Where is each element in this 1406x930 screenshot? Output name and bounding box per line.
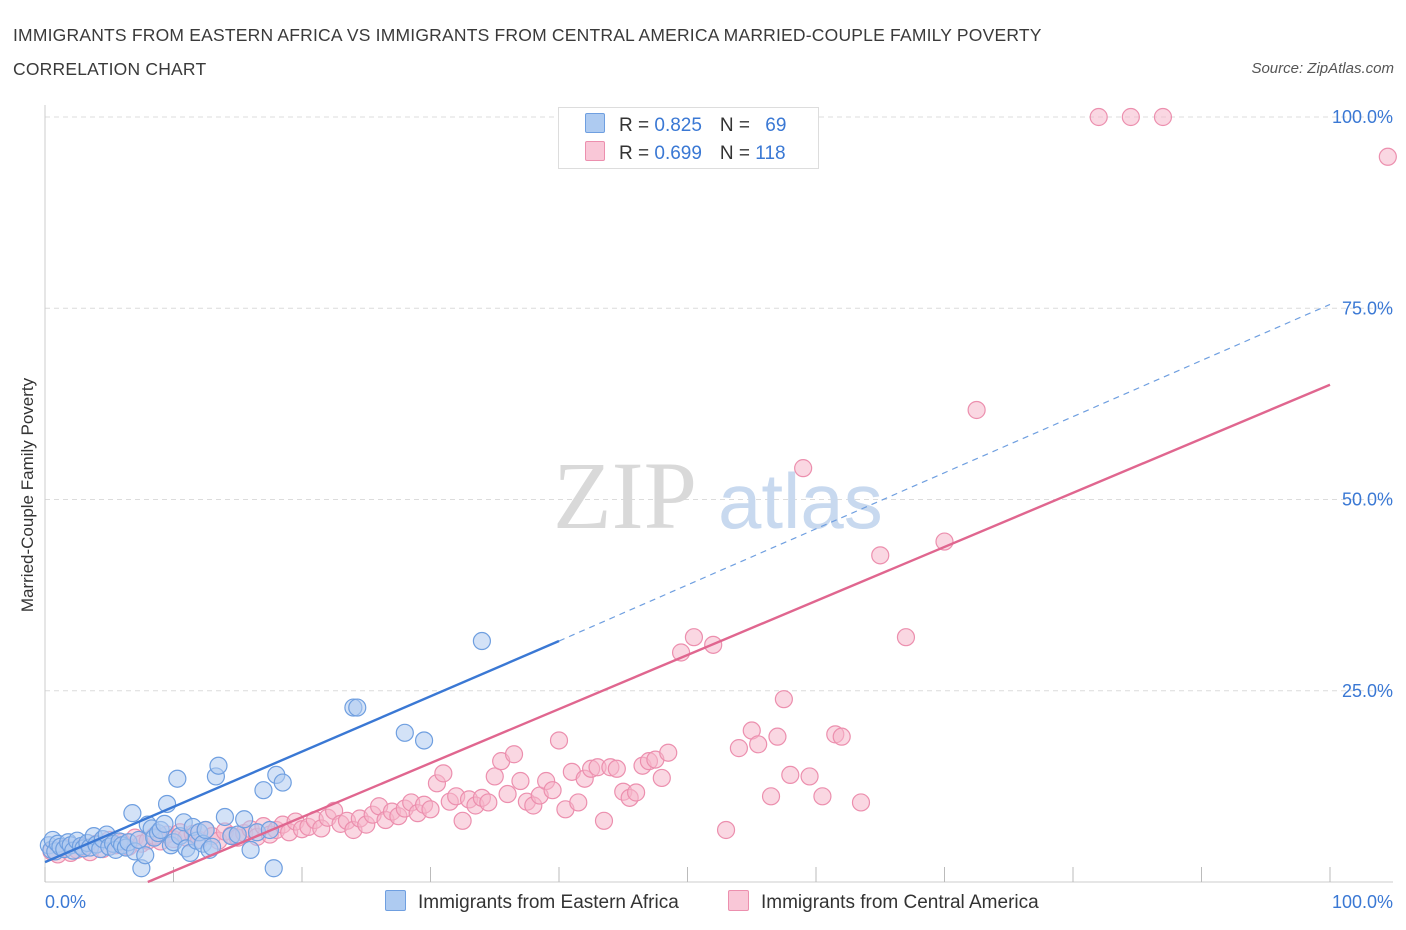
data-point [1378, 147, 1397, 166]
data-point [1089, 107, 1108, 127]
data-point [421, 800, 440, 819]
data-point [594, 811, 614, 830]
legend-label: Immigrants from Central America [761, 892, 1039, 913]
data-point [241, 840, 260, 859]
data-point [684, 628, 704, 647]
grid-lines [45, 116, 1390, 692]
data-point [896, 628, 916, 647]
watermark-zip: ZIP [553, 442, 697, 549]
data-point [607, 759, 626, 778]
r-label: R = [619, 115, 655, 136]
data-point [729, 739, 749, 758]
data-point [1121, 107, 1140, 127]
data-point [781, 765, 800, 785]
data-point [549, 731, 569, 750]
data-point [511, 771, 530, 791]
y-tick-label: 50.0% [1342, 490, 1393, 510]
data-point [209, 756, 228, 775]
data-point [774, 690, 793, 709]
axes [44, 105, 1393, 883]
source-credit: Source: ZipAtlas.com [1251, 60, 1394, 77]
r-value: 0.825 [654, 115, 702, 136]
data-point [569, 793, 588, 812]
legend-swatch-pink [728, 890, 749, 911]
data-point [813, 787, 832, 806]
trend-lines [44, 303, 1331, 884]
data-point [264, 859, 283, 878]
data-point [136, 846, 155, 865]
data-point [832, 727, 851, 746]
trend-line-eastern-africa [44, 639, 560, 864]
data-point [716, 820, 736, 840]
data-point [155, 814, 174, 833]
data-point [851, 793, 871, 812]
data-point [543, 781, 562, 800]
legend-item-central-america: Immigrants from Central America [728, 890, 1039, 914]
data-point [652, 768, 671, 788]
x-tick-label: 0.0% [45, 892, 86, 912]
data-point [215, 807, 234, 827]
r-label: R = [619, 143, 655, 164]
data-point [659, 743, 678, 762]
data-point [626, 783, 646, 802]
stats-legend: R = 0.825 N = 69 R = 0.699 N = 118 [558, 107, 819, 169]
data-point [273, 773, 292, 792]
y-tick-label: 100.0% [1332, 107, 1393, 127]
stats-legend-row-central-america: R = 0.699 N = 118 [585, 141, 786, 165]
data-point [235, 810, 254, 829]
data-point [498, 784, 517, 804]
data-point [168, 769, 187, 788]
data-point [504, 745, 524, 764]
trend-line-central-america [147, 383, 1331, 884]
stats-legend-row-eastern-africa: R = 0.825 N = 69 [585, 113, 786, 137]
legend-swatch-blue [585, 113, 605, 133]
data-point [196, 820, 215, 840]
r-value: 0.699 [654, 143, 702, 164]
y-tick-label: 75.0% [1342, 298, 1393, 318]
data-point [414, 731, 434, 750]
series-eastern-africa-points [39, 631, 491, 878]
legend-swatch-blue [385, 890, 406, 911]
data-point [434, 764, 453, 783]
data-point [749, 735, 768, 754]
data-point [800, 767, 819, 786]
legend-label: Immigrants from Eastern Africa [418, 892, 679, 913]
data-point [768, 727, 787, 746]
data-point [1153, 107, 1173, 127]
trend-line-eastern-africa-extension [558, 303, 1331, 642]
watermark: ZIP atlas [553, 442, 883, 549]
data-point [472, 631, 491, 651]
data-point [123, 804, 142, 823]
data-point [761, 787, 781, 806]
n-label: N = [719, 143, 756, 164]
tick-labels: 25.0% 50.0% 75.0% 100.0% 0.0% 100.0% [45, 107, 1393, 912]
data-point [348, 698, 367, 717]
y-tick-label: 25.0% [1342, 681, 1393, 701]
n-label: N = [719, 115, 756, 136]
data-point [254, 781, 273, 800]
legend-swatch-pink [585, 141, 605, 161]
data-point [967, 400, 986, 420]
n-value: 118 [755, 143, 786, 164]
x-tick-label: 100.0% [1332, 892, 1393, 912]
data-point [485, 767, 504, 786]
data-point [395, 723, 414, 742]
data-point [871, 546, 890, 565]
n-value: 69 [765, 115, 787, 136]
chart-title: IMMIGRANTS FROM EASTERN AFRICA VS IMMIGR… [13, 25, 1042, 79]
data-point [479, 793, 498, 812]
legend-item-eastern-africa: Immigrants from Eastern Africa [385, 890, 679, 914]
data-point [794, 459, 813, 478]
data-point [453, 811, 472, 830]
